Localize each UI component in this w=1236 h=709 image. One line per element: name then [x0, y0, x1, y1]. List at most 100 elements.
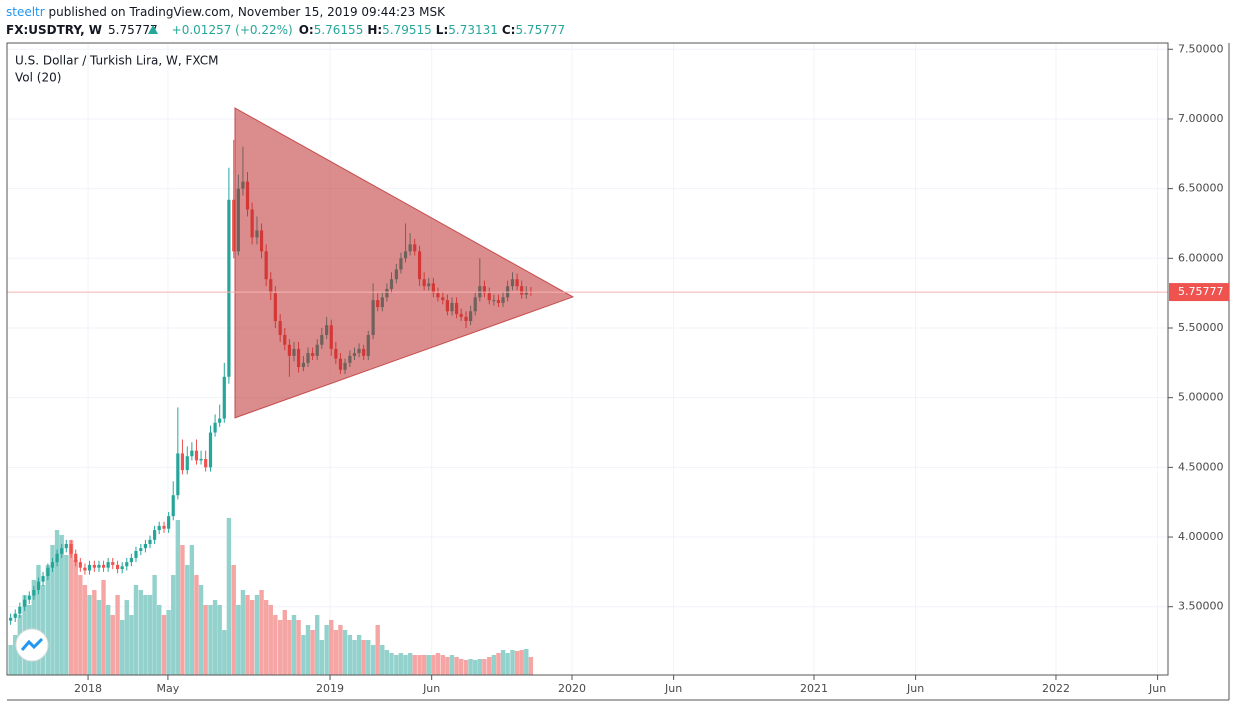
volume-bar	[445, 657, 450, 675]
legend-title: U.S. Dollar / Turkish Lira, W, FXCM	[15, 54, 218, 68]
volume-bar	[319, 640, 325, 675]
candle-body	[120, 566, 124, 570]
x-tick-label: Jun	[906, 682, 924, 695]
candle-body	[222, 376, 226, 419]
volume-bar	[468, 659, 473, 675]
volume-bar	[287, 620, 292, 675]
candle-body	[185, 456, 189, 471]
y-tick-label: 6.50000	[1178, 182, 1224, 195]
volume-bar	[366, 640, 371, 675]
volume-bar	[82, 585, 88, 675]
volume-bar	[473, 660, 478, 675]
ohlc-value: 5.79515	[382, 23, 432, 37]
plot-area	[7, 43, 1168, 675]
x-tick-label: 2020	[558, 682, 586, 695]
volume-bar	[166, 610, 171, 675]
candle-body	[139, 548, 143, 551]
candle-body	[199, 458, 203, 461]
volume-bar	[87, 595, 92, 675]
candle-body	[167, 516, 171, 529]
volume-bar	[426, 655, 431, 675]
volume-bar	[110, 615, 115, 675]
x-tick-label: 2018	[74, 682, 102, 695]
legend-volume: Vol (20)	[15, 71, 61, 85]
volume-bar	[417, 655, 422, 675]
volume-bar	[157, 605, 162, 675]
volume-bar	[64, 555, 69, 675]
candle-body	[87, 564, 92, 571]
ohlc-label: C:	[502, 23, 516, 37]
candle-body	[111, 562, 115, 565]
x-tick-label: Jun	[422, 682, 440, 695]
volume-bar	[147, 595, 153, 675]
triangle-pattern	[234, 107, 575, 419]
symbol-line: FX:USDTRY, W 5.75777 +0.01257 (+0.22%) O:5.…	[6, 23, 565, 37]
candle-body	[97, 564, 101, 568]
volume-bar	[226, 518, 232, 675]
volume-bar	[496, 653, 501, 675]
volume-bar	[361, 640, 366, 675]
volume-bar	[208, 605, 213, 675]
volume-bar	[175, 520, 181, 675]
volume-bar	[315, 615, 320, 675]
volume-bar	[449, 655, 455, 675]
candle-body	[50, 562, 55, 568]
volume-bar	[180, 545, 185, 675]
x-tick-label: 2021	[800, 682, 828, 695]
volume-bar	[338, 625, 343, 675]
volume-bar	[375, 625, 380, 675]
volume-bar	[231, 565, 236, 675]
volume-bar	[273, 615, 278, 675]
candle-body	[9, 617, 13, 621]
volume-bar	[78, 575, 83, 675]
x-tick-label: Jun	[664, 682, 682, 695]
volume-bar	[510, 650, 515, 675]
volume-bar	[352, 640, 357, 675]
volume-bar	[482, 659, 487, 675]
volume-bar	[454, 657, 459, 675]
x-tick-label: 2019	[316, 682, 344, 695]
candle-body	[32, 589, 36, 596]
candle-body	[106, 562, 110, 568]
volume-bar	[50, 545, 55, 675]
volume-bar	[505, 653, 510, 675]
volume-bar	[36, 565, 41, 675]
volume-bar	[189, 545, 195, 675]
volume-bar	[356, 635, 362, 675]
volume-bar	[440, 655, 445, 675]
volume-bar	[329, 620, 334, 675]
volume-bar	[528, 657, 534, 675]
volume-bar	[92, 590, 97, 675]
author: steeltr	[6, 5, 45, 19]
candle-body	[157, 525, 161, 531]
candle-body	[46, 567, 50, 577]
volume-bar	[259, 590, 264, 675]
volume-bar	[394, 655, 399, 675]
candle-body	[69, 544, 73, 554]
candle-body	[27, 595, 31, 600]
published-line: steeltr published on TradingView.com, No…	[6, 5, 446, 19]
volume-bar	[291, 615, 297, 675]
volume-bar	[268, 605, 273, 675]
y-tick-label: 7.00000	[1178, 112, 1224, 125]
candle-body	[13, 613, 17, 618]
volume-bar	[370, 645, 376, 675]
volume-bar	[389, 653, 394, 675]
ohlc-label: O:	[299, 23, 314, 37]
volume-bar	[310, 630, 315, 675]
volume-bar	[152, 575, 157, 675]
volume-bar	[477, 659, 483, 675]
volume-bar	[407, 653, 413, 675]
volume-bar	[198, 585, 204, 675]
candle-body	[115, 564, 120, 570]
volume-bar	[380, 645, 385, 675]
volume-bar	[171, 575, 176, 675]
volume-bar	[421, 655, 427, 675]
volume-bar	[245, 595, 250, 675]
last-price-box	[1169, 283, 1229, 302]
y-tick-label: 4.00000	[1178, 530, 1224, 543]
volume-bar	[124, 600, 129, 675]
volume-bar	[203, 605, 208, 675]
